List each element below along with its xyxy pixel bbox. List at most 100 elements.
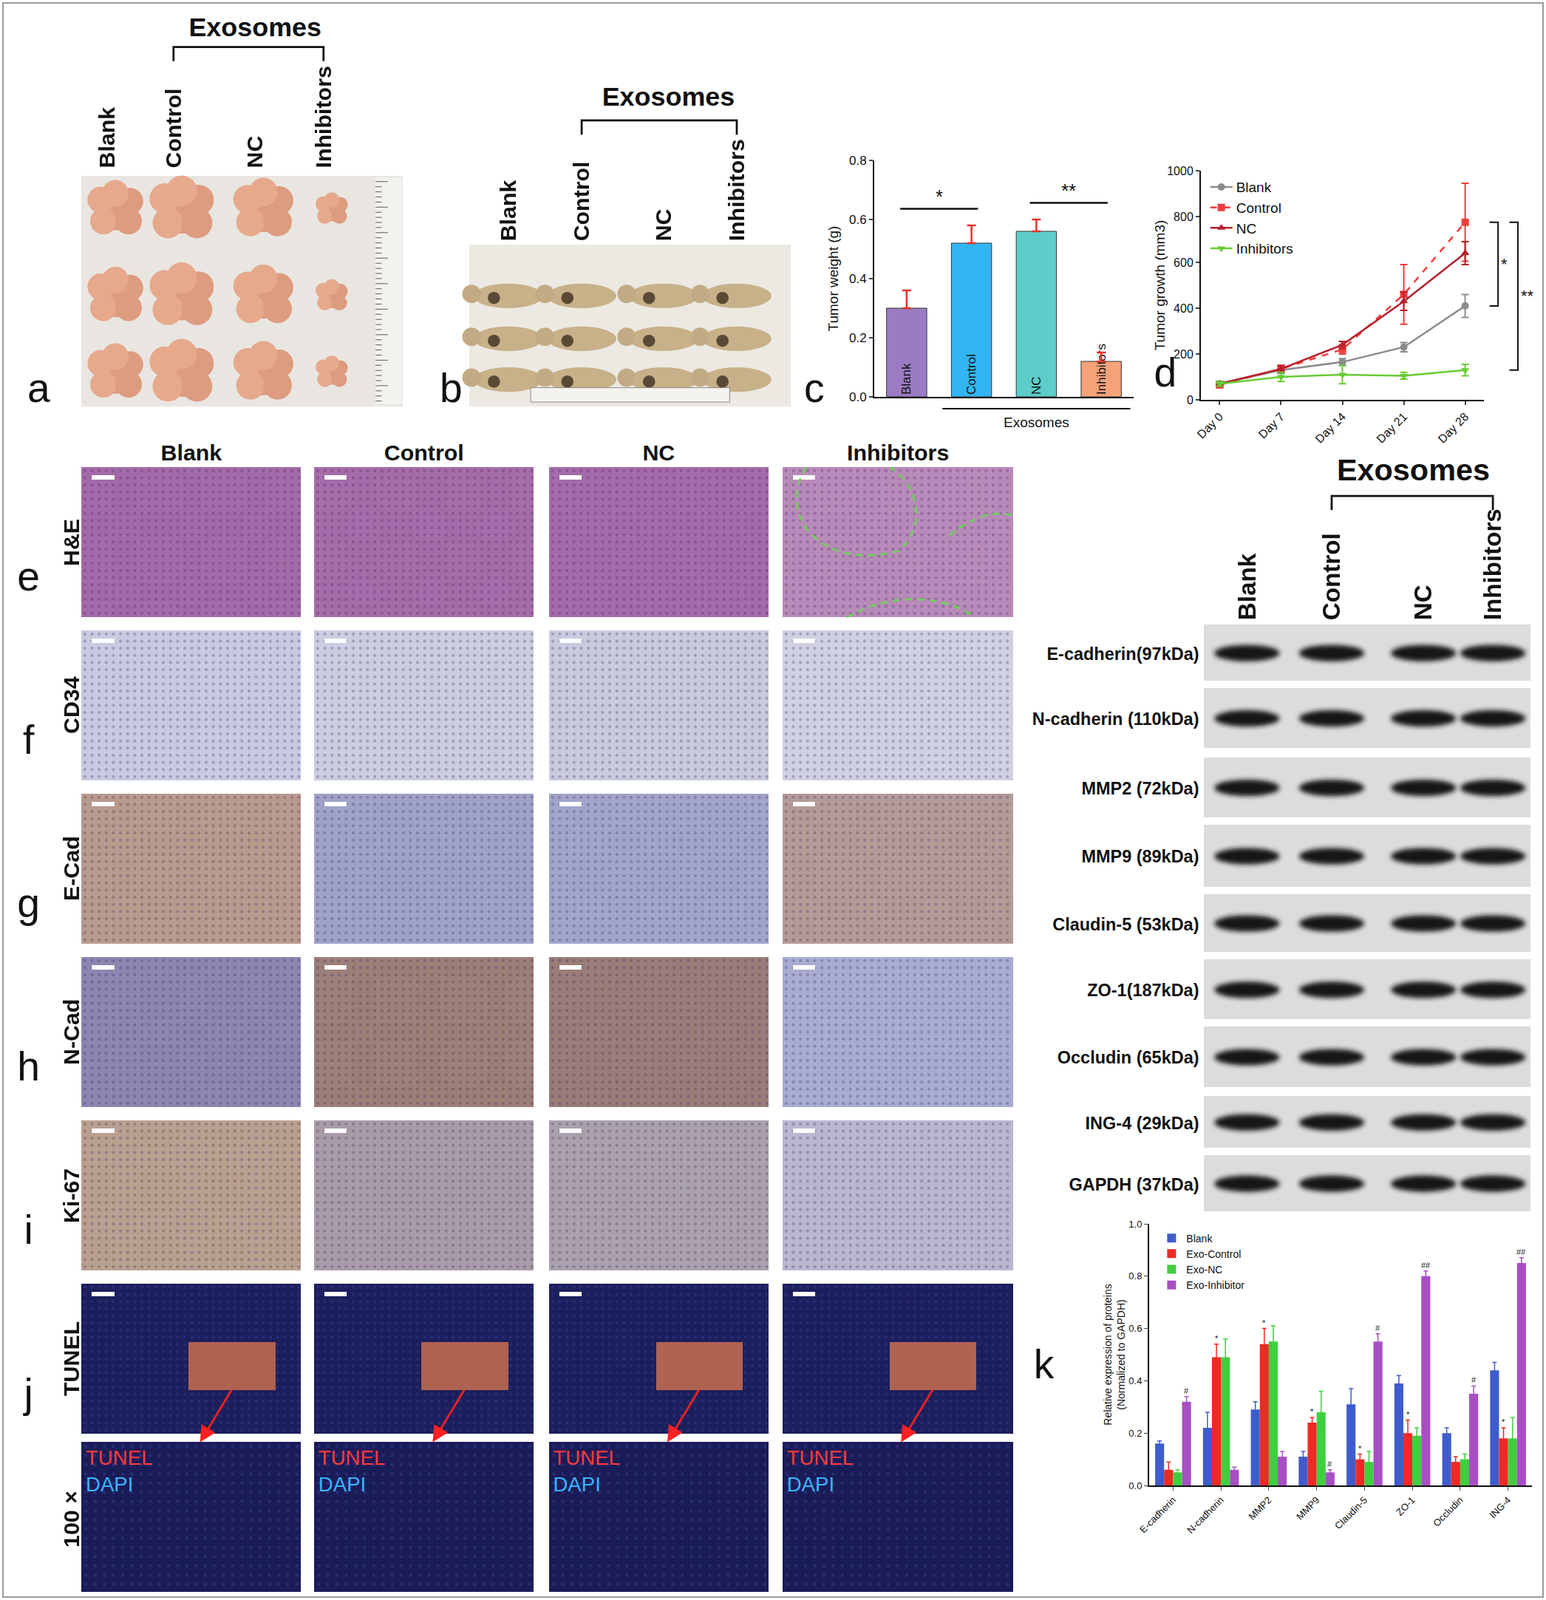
svg-text:Relative expression of protein: Relative expression of proteins(Normaliz… — [1101, 1283, 1127, 1425]
svg-text:Control: Control — [1235, 200, 1281, 216]
svg-text:0.0: 0.0 — [1128, 1480, 1142, 1492]
svg-text:Control: Control — [964, 353, 979, 395]
svg-text:MMP9: MMP9 — [1293, 1494, 1322, 1522]
html-text:Inhibitors: Inhibitors — [724, 138, 749, 241]
svg-text:#: # — [1471, 1375, 1477, 1385]
svg-text:##: ## — [1516, 1247, 1527, 1257]
html-text:DAPI: DAPI — [786, 1472, 835, 1496]
html-text:TUNEL: TUNEL — [318, 1446, 386, 1470]
svg-text:0.6: 0.6 — [849, 212, 867, 227]
svg-text:NC: NC — [1029, 376, 1044, 396]
svg-text:Tumor weight (g): Tumor weight (g) — [825, 226, 841, 332]
svg-text:Occludin: Occludin — [1430, 1494, 1465, 1529]
html-text:Control: Control — [569, 161, 594, 241]
html-text:NC: NC — [1409, 585, 1437, 621]
svg-text:0.2: 0.2 — [1128, 1427, 1142, 1439]
svg-text:400: 400 — [1173, 302, 1194, 315]
html-text:Control: Control — [384, 440, 464, 465]
svg-text:Day 0: Day 0 — [1194, 410, 1226, 442]
html-text:Blank: Blank — [94, 107, 120, 169]
html-text:Inhibitors: Inhibitors — [311, 66, 336, 169]
html-text:NC: NC — [650, 208, 676, 241]
svg-text:*: * — [1310, 1407, 1314, 1416]
svg-text:*: * — [1214, 1333, 1219, 1343]
svg-text:*: * — [1501, 1417, 1506, 1427]
svg-text:MMP2: MMP2 — [1245, 1494, 1274, 1522]
svg-text:E-cadherin: E-cadherin — [1137, 1494, 1178, 1535]
svg-text:N-cadherin: N-cadherin — [1184, 1494, 1227, 1536]
html-text:Exosomes: Exosomes — [188, 12, 322, 42]
html-text:CD34: CD34 — [59, 676, 84, 735]
html-text:DAPI: DAPI — [553, 1472, 601, 1496]
html-text:Exosomes: Exosomes — [1336, 453, 1490, 488]
svg-text:##: ## — [1421, 1260, 1431, 1270]
svg-text:*: * — [935, 185, 943, 208]
html-text:b: b — [439, 364, 463, 411]
svg-text:Exo-Inhibitor: Exo-Inhibitor — [1186, 1279, 1245, 1292]
html-text:N-Cad: N-Cad — [59, 999, 84, 1066]
svg-text:Day 21: Day 21 — [1373, 410, 1410, 446]
html-text:TUNEL: TUNEL — [85, 1446, 153, 1470]
html-text:g: g — [17, 880, 40, 926]
html-text:Control: Control — [161, 88, 186, 169]
svg-text:#: # — [1327, 1459, 1333, 1469]
svg-text:200: 200 — [1173, 348, 1194, 361]
svg-text:*: * — [1500, 254, 1508, 274]
html-text:E-Cad: E-Cad — [59, 836, 84, 902]
svg-text:*: * — [1358, 1444, 1362, 1453]
svg-text:#: # — [1183, 1386, 1190, 1396]
html-text:NC: NC — [242, 135, 268, 169]
html-text:H&E: H&E — [59, 518, 84, 567]
html-text:DAPI: DAPI — [318, 1472, 367, 1496]
svg-text:600: 600 — [1173, 256, 1194, 269]
svg-text:1.0: 1.0 — [1128, 1218, 1142, 1230]
svg-text:**: ** — [1520, 286, 1535, 306]
svg-text:800: 800 — [1173, 210, 1194, 224]
svg-text:Blank: Blank — [1186, 1232, 1213, 1245]
svg-text:Inhibitors: Inhibitors — [1093, 343, 1108, 395]
svg-text:ING-4: ING-4 — [1486, 1494, 1513, 1521]
svg-text:0.2: 0.2 — [849, 331, 867, 346]
svg-text:Day 28: Day 28 — [1435, 410, 1471, 446]
html-text:e: e — [17, 553, 40, 600]
svg-text:Exo-NC: Exo-NC — [1186, 1263, 1223, 1276]
html-text:Blank: Blank — [1233, 553, 1261, 621]
html-text:TUNEL: TUNEL — [553, 1446, 620, 1470]
svg-text:Day 7: Day 7 — [1255, 410, 1287, 442]
html-text:Exosomes: Exosomes — [602, 81, 735, 112]
svg-text:*: * — [1262, 1318, 1266, 1328]
html-text:Blank: Blank — [160, 440, 222, 465]
html-text:Inhibitors: Inhibitors — [846, 440, 950, 465]
svg-text:0.8: 0.8 — [849, 153, 867, 168]
svg-text:NC: NC — [1235, 220, 1256, 237]
svg-text:0.8: 0.8 — [1128, 1270, 1142, 1282]
svg-text:Blank: Blank — [1235, 179, 1272, 196]
html-text:Blank: Blank — [495, 179, 521, 241]
svg-text:Claudin-5: Claudin-5 — [1332, 1494, 1370, 1532]
html-text:TUNEL: TUNEL — [786, 1446, 854, 1470]
svg-text:Exosomes: Exosomes — [1003, 414, 1070, 431]
html-text:100×: 100× — [59, 1485, 84, 1548]
html-text:Ki-67: Ki-67 — [59, 1167, 84, 1223]
svg-text:ZO-1: ZO-1 — [1393, 1494, 1418, 1518]
html-text:NC: NC — [642, 440, 675, 465]
html-text:Inhibitors: Inhibitors — [1478, 508, 1507, 621]
svg-text:Day 14: Day 14 — [1312, 410, 1348, 446]
svg-text:Tumor growth (mm3): Tumor growth (mm3) — [1152, 220, 1168, 352]
svg-text:Exo-Control: Exo-Control — [1186, 1248, 1241, 1261]
svg-text:**: ** — [1061, 179, 1076, 202]
html-text:DAPI: DAPI — [85, 1472, 134, 1496]
svg-text:0.0: 0.0 — [849, 390, 867, 405]
svg-text:0: 0 — [1186, 393, 1193, 407]
html-text:a: a — [27, 364, 51, 411]
svg-text:0.6: 0.6 — [1128, 1322, 1142, 1334]
svg-text:Blank: Blank — [899, 362, 914, 395]
html-text:TUNEL: TUNEL — [59, 1321, 84, 1397]
html-text:Control: Control — [1317, 533, 1346, 621]
svg-text:0.4: 0.4 — [849, 271, 867, 286]
svg-text:*: * — [1406, 1410, 1411, 1419]
svg-text:0.4: 0.4 — [1128, 1375, 1142, 1387]
svg-text:1000: 1000 — [1166, 164, 1194, 178]
svg-text:#: # — [1375, 1323, 1381, 1333]
svg-text:Inhibitors: Inhibitors — [1235, 240, 1293, 257]
